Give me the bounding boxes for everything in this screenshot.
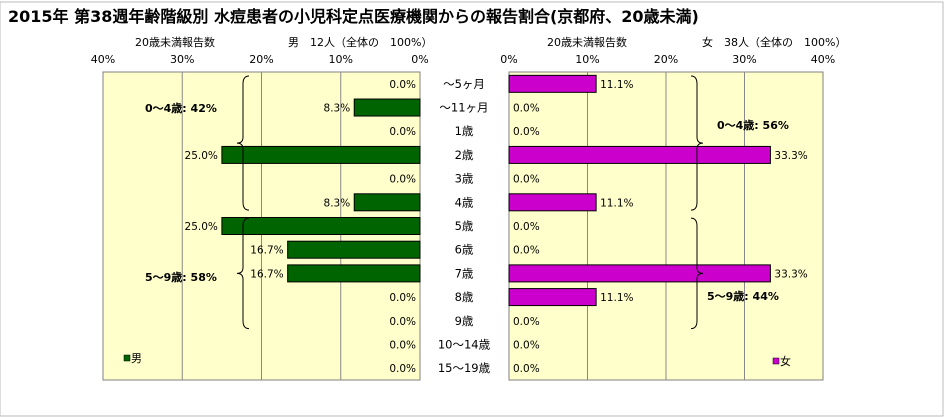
left-axis-label: 20歳未満報告数 (135, 36, 215, 49)
right-axis-label: 20歳未満報告数 (547, 36, 627, 49)
category-label: 15～19歳 (438, 361, 491, 375)
left-annotation-5-9: 5～9歳: 58% (145, 270, 217, 284)
female-bar (508, 145, 771, 164)
female-bar (508, 288, 597, 307)
right-brace-5-9 (690, 217, 704, 330)
left-tick-label: 30% (170, 53, 194, 66)
category-label: ～11ヶ月 (439, 101, 488, 115)
right-brace-0-4 (690, 75, 704, 211)
male-value-label: 0.0% (389, 79, 416, 91)
male-value-label: 0.0% (389, 174, 416, 186)
female-value-label: 0.0% (513, 221, 540, 233)
male-legend-swatch (123, 354, 131, 362)
male-value-label: 0.0% (389, 363, 416, 375)
chart-title: 2015年 第38週年齢階級別 水痘患者の小児科定点医療機関からの報告割合(京都… (8, 7, 699, 26)
right-tick-label: 0% (500, 53, 517, 66)
category-label: 8歳 (455, 290, 474, 304)
male-bar (221, 217, 421, 235)
male-value-label: 25.0% (185, 150, 218, 162)
left-panel-header: 男 12人（全体の 100%） (288, 35, 432, 49)
right-tick-label: 10% (575, 53, 599, 66)
category-label: 7歳 (455, 266, 474, 280)
category-label: 2歳 (455, 148, 474, 162)
category-label: 4歳 (455, 195, 474, 209)
right-annotation-0-4: 0～4歳: 56% (717, 118, 789, 132)
male-value-label: 0.0% (389, 339, 416, 351)
male-value-label: 16.7% (250, 245, 283, 257)
female-value-label: 0.0% (513, 363, 540, 375)
male-value-label: 8.3% (324, 103, 351, 115)
right-annotation-5-9: 5～9歳: 44% (707, 289, 779, 303)
left-brace-0-4 (236, 75, 250, 211)
male-value-label: 0.0% (389, 292, 416, 304)
left-tick-label: 20% (249, 53, 273, 66)
female-value-label: 0.0% (513, 339, 540, 351)
male-value-label: 0.0% (389, 316, 416, 328)
female-value-label: 0.0% (513, 245, 540, 257)
right-tick-label: 40% (811, 53, 835, 66)
female-value-label: 11.1% (600, 79, 633, 91)
left-tick-label: 0% (411, 53, 428, 66)
male-legend-label: 男 (131, 352, 142, 365)
male-value-label: 16.7% (250, 268, 283, 280)
female-value-label: 0.0% (513, 126, 540, 138)
male-bar (353, 98, 421, 117)
female-bar (508, 193, 597, 212)
male-bar (287, 240, 421, 259)
category-label: 10～14歳 (438, 337, 491, 351)
female-value-label: 11.1% (600, 292, 633, 304)
right-tick-label: 30% (732, 53, 756, 66)
category-label: 1歳 (455, 124, 474, 138)
male-bar (353, 193, 421, 212)
female-bar (508, 74, 597, 93)
female-legend-label: 女 (780, 354, 791, 368)
female-value-label: 33.3% (774, 150, 807, 162)
male-bar (287, 264, 421, 283)
left-annotation-0-4: 0～4歳: 42% (145, 101, 217, 115)
left-tick-label: 10% (329, 53, 353, 66)
category-label: 9歳 (455, 314, 474, 328)
male-value-label: 0.0% (389, 126, 416, 138)
category-label: 6歳 (455, 243, 474, 257)
male-value-label: 25.0% (185, 221, 218, 233)
category-label: 3歳 (455, 172, 474, 186)
female-value-label: 0.0% (513, 103, 540, 115)
left-tick-label: 40% (91, 53, 115, 66)
female-value-label: 11.1% (600, 197, 633, 209)
left-brace-5-9 (236, 217, 250, 330)
male-value-label: 8.3% (324, 197, 351, 209)
male-bar (221, 145, 421, 164)
female-bar (508, 264, 771, 283)
female-value-label: 0.0% (513, 174, 540, 186)
female-value-label: 0.0% (513, 316, 540, 328)
right-tick-label: 20% (654, 53, 678, 66)
category-label: ～5ヶ月 (443, 77, 485, 91)
female-legend-swatch (772, 357, 780, 365)
right-panel-header: 女 38人（全体の 100%） (702, 35, 846, 49)
category-label: 5歳 (455, 219, 474, 233)
female-value-label: 33.3% (774, 268, 807, 280)
